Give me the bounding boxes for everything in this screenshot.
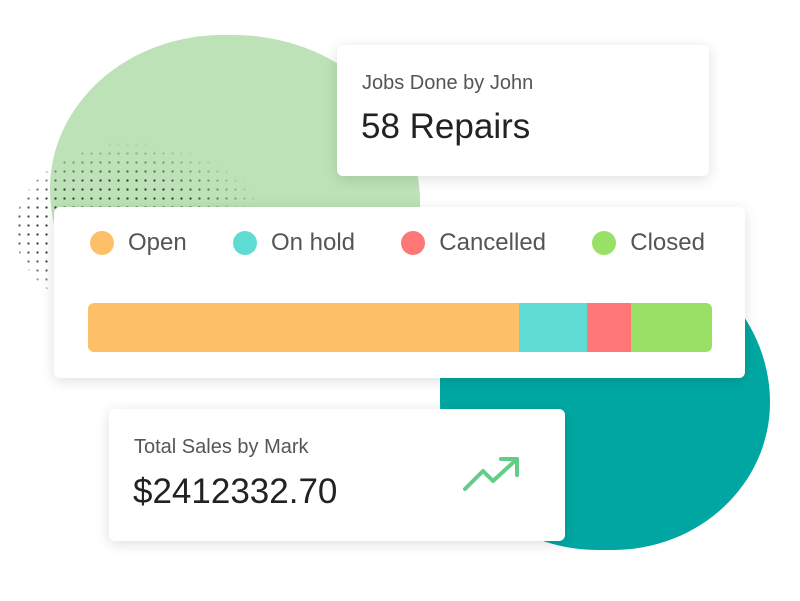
total-sales-label: Total Sales by Mark (134, 436, 309, 458)
bar-segment-on-hold (518, 303, 588, 352)
legend-closed: Closed (592, 229, 705, 257)
legend-label: Open (128, 229, 187, 256)
jobs-done-card: Jobs Done by John 58 Repairs (337, 45, 709, 176)
status-legend: Open On hold Cancelled Closed (90, 229, 705, 257)
legend-label: Closed (630, 229, 705, 256)
bar-segment-cancelled (587, 303, 631, 352)
bar-segment-closed (630, 303, 712, 352)
legend-label: On hold (270, 229, 356, 256)
legend-cancelled: Cancelled (401, 229, 546, 257)
legend-label: Cancelled (439, 229, 547, 256)
legend-on-hold: On hold (232, 229, 356, 257)
trending-up-icon (463, 457, 519, 491)
jobs-done-value: 58 Repairs (361, 107, 531, 146)
bar-segment-open (88, 303, 519, 352)
total-sales-value: $2412332.70 (133, 472, 338, 511)
legend-dot (592, 231, 617, 255)
legend-dot (401, 231, 426, 255)
legend-dot (90, 231, 114, 255)
job-status-card: Open On hold Cancelled Closed (54, 207, 745, 378)
status-stacked-bar (88, 303, 712, 352)
legend-dot (232, 231, 257, 255)
legend-open: Open (90, 229, 187, 257)
jobs-done-label: Jobs Done by John (362, 72, 534, 94)
total-sales-card: Total Sales by Mark $2412332.70 (109, 409, 565, 541)
